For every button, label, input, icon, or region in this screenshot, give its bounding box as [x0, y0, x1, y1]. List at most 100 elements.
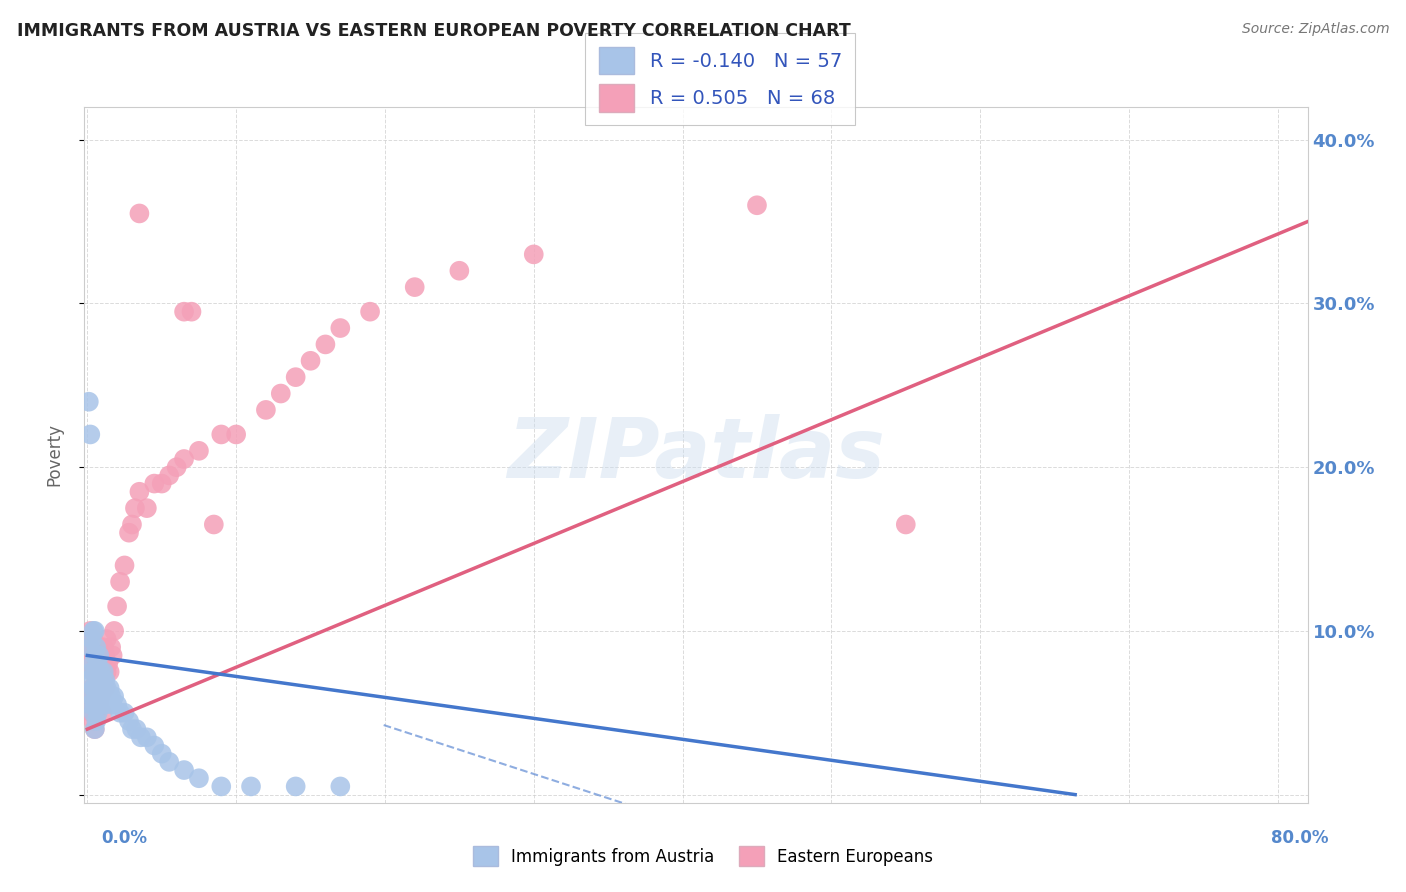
Point — [79, 690, 101, 704]
Point — [114, 706, 136, 720]
Text: 80.0%: 80.0% — [1271, 829, 1329, 847]
Point — [94, 698, 117, 712]
Point — [270, 386, 292, 401]
Point — [83, 722, 105, 736]
Point — [87, 673, 110, 687]
Point — [94, 648, 117, 663]
Point — [82, 657, 104, 671]
Point — [89, 673, 111, 687]
Point — [101, 698, 124, 712]
Point — [77, 394, 100, 409]
Point — [121, 517, 143, 532]
Point — [209, 427, 232, 442]
Legend: Immigrants from Austria, Eastern Europeans: Immigrants from Austria, Eastern Europea… — [464, 838, 942, 875]
Point — [84, 665, 107, 679]
Point — [84, 690, 107, 704]
Point — [100, 640, 122, 655]
Point — [79, 624, 101, 638]
Point — [108, 706, 131, 720]
Point — [101, 648, 124, 663]
Point — [82, 665, 104, 679]
Point — [89, 673, 111, 687]
Point — [240, 780, 263, 794]
Point — [77, 673, 100, 687]
Point — [77, 698, 100, 712]
Text: Source: ZipAtlas.com: Source: ZipAtlas.com — [1241, 22, 1389, 37]
Point — [404, 280, 426, 294]
Point — [79, 698, 101, 712]
Point — [84, 657, 107, 671]
Point — [90, 690, 112, 704]
Text: ZIPatlas: ZIPatlas — [508, 415, 884, 495]
Point — [83, 690, 105, 704]
Point — [135, 731, 157, 745]
Point — [143, 476, 166, 491]
Point — [83, 698, 105, 712]
Point — [100, 690, 122, 704]
Point — [97, 657, 120, 671]
Point — [449, 264, 471, 278]
Point — [87, 640, 110, 655]
Point — [90, 657, 112, 671]
Point — [124, 501, 146, 516]
Point — [128, 206, 150, 220]
Point — [329, 780, 352, 794]
Point — [103, 624, 125, 638]
Point — [82, 624, 104, 638]
Point — [79, 640, 101, 655]
Y-axis label: Poverty: Poverty — [45, 424, 63, 486]
Point — [254, 403, 277, 417]
Point — [157, 755, 180, 769]
Point — [284, 780, 307, 794]
Point — [77, 657, 100, 671]
Point — [83, 665, 105, 679]
Point — [523, 247, 546, 261]
Point — [187, 771, 209, 785]
Point — [80, 706, 103, 720]
Point — [98, 665, 121, 679]
Point — [94, 681, 117, 696]
Point — [98, 681, 121, 696]
Point — [135, 501, 157, 516]
Point — [82, 706, 104, 720]
Point — [96, 665, 118, 679]
Point — [89, 698, 111, 712]
Point — [94, 673, 117, 687]
Point — [90, 690, 112, 704]
Point — [83, 681, 105, 696]
Point — [83, 665, 105, 679]
Point — [108, 574, 131, 589]
Point — [82, 714, 104, 728]
Point — [314, 337, 336, 351]
Point — [143, 739, 166, 753]
Point — [84, 706, 107, 720]
Point — [80, 640, 103, 655]
Point — [173, 763, 195, 777]
Point — [93, 673, 115, 687]
Point — [90, 665, 112, 679]
Point — [80, 681, 103, 696]
Point — [93, 690, 115, 704]
Point — [89, 698, 111, 712]
Point — [329, 321, 352, 335]
Point — [79, 427, 101, 442]
Point — [173, 452, 195, 467]
Point — [87, 681, 110, 696]
Point — [894, 517, 917, 532]
Point — [87, 657, 110, 671]
Point — [84, 681, 107, 696]
Point — [114, 558, 136, 573]
Point — [89, 648, 111, 663]
Point — [103, 690, 125, 704]
Point — [91, 681, 114, 696]
Point — [150, 476, 173, 491]
Point — [299, 353, 322, 368]
Point — [83, 640, 105, 655]
Point — [202, 517, 225, 532]
Point — [96, 681, 118, 696]
Point — [180, 304, 202, 318]
Point — [91, 698, 114, 712]
Point — [80, 665, 103, 679]
Point — [80, 690, 103, 704]
Point — [87, 698, 110, 712]
